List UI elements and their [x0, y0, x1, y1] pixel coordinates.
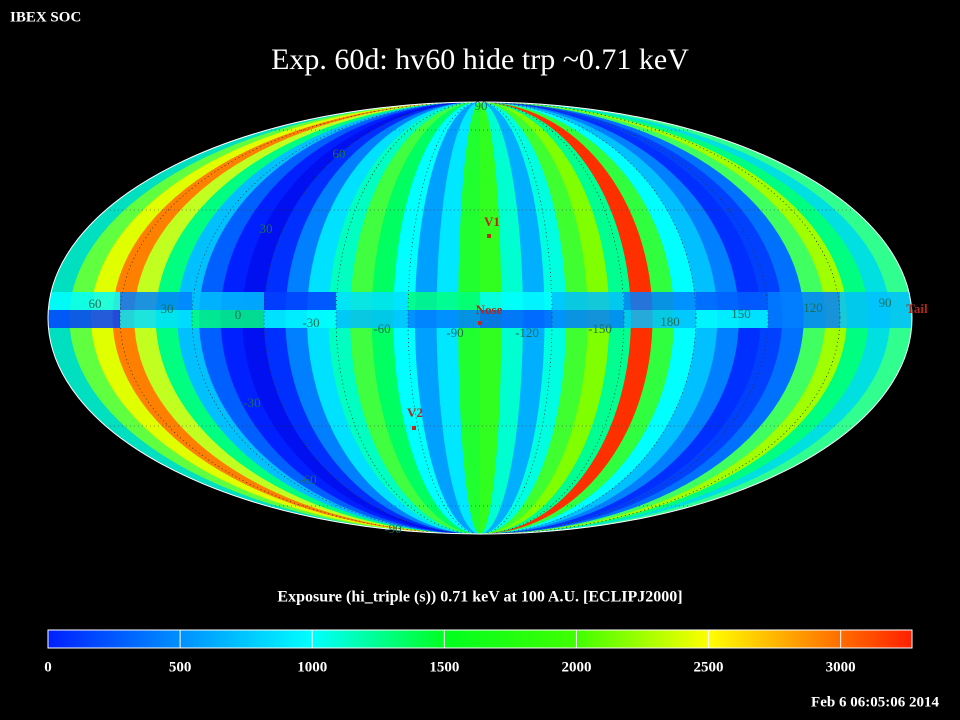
marker-point	[478, 321, 482, 325]
equator-cell	[696, 292, 768, 310]
colorbar	[47, 629, 913, 649]
equator-cell	[552, 292, 624, 310]
longitude-label: -150	[588, 321, 612, 336]
equator-cell	[48, 310, 120, 328]
equator-cell	[480, 292, 552, 310]
equator-cell	[840, 310, 912, 328]
marker-label: Tail	[906, 301, 928, 316]
marker-label: V1	[484, 214, 500, 229]
map-outline	[47, 101, 913, 535]
latitude-label: 30	[260, 221, 273, 236]
colorbar-ticks: 0 500 1000 1500 2000 2500 3000	[44, 630, 856, 675]
colorbar-tick-label: 0	[44, 659, 52, 675]
equator-cell	[624, 292, 696, 310]
latitude-label: 60	[333, 146, 346, 161]
longitude-label: -120	[515, 325, 539, 340]
marker-label: V2	[407, 405, 423, 420]
longitude-label: 0	[235, 307, 242, 322]
latitude-label: -90	[384, 521, 401, 536]
latitude-label: -30	[243, 395, 260, 410]
longitude-label: -30	[302, 315, 319, 330]
source: IBEX SOC	[10, 9, 81, 25]
colorbar-tick-label: 500	[169, 659, 192, 675]
equator-cell	[264, 310, 336, 328]
longitude-label: -60	[373, 321, 390, 336]
meridian-line	[263, 101, 697, 535]
marker-point	[412, 426, 416, 430]
colorbar-label: Exposure (hi_triple (s)) 0.71 keV at 100…	[277, 589, 682, 606]
equator-cell	[768, 292, 840, 310]
equator-cell	[48, 292, 120, 310]
title: Exp. 60d: hv60 hide trp ~0.71 keV	[271, 43, 689, 76]
timestamp: Feb 6 06:05:06 2014	[811, 694, 939, 710]
meridian-line	[191, 101, 769, 535]
longitude-label: -90	[446, 325, 463, 340]
equator-cell	[120, 292, 192, 310]
marker-point	[487, 234, 491, 238]
map-grid: 60 30 0 -30 -60 -90 -120 -150 180 150 120 90 90 60 30 -…	[47, 98, 928, 536]
longitude-label: 180	[660, 314, 680, 329]
equator-cell	[840, 292, 912, 310]
equator-cell	[768, 310, 840, 328]
longitude-label: 60	[89, 296, 102, 311]
latitude-label: -60	[299, 472, 316, 487]
colorbar-tick-label: 2000	[561, 659, 591, 675]
equator-cell	[480, 310, 552, 328]
longitude-label: 90	[879, 295, 892, 310]
equator-cell	[408, 292, 480, 310]
marker-label: Nose	[476, 302, 503, 317]
equator-cell	[192, 310, 264, 328]
equator-cell	[408, 310, 480, 328]
equator-cell	[192, 292, 264, 310]
equator-cell	[264, 292, 336, 310]
longitude-label: 150	[731, 306, 751, 321]
latitude-label: 90	[475, 98, 488, 113]
colorbar-tick-label: 1500	[429, 659, 459, 675]
colorbar-tick-label: 3000	[826, 659, 856, 675]
longitude-label: 30	[161, 301, 174, 316]
equator-cell	[624, 310, 696, 328]
longitude-label: 120	[803, 300, 823, 315]
colorbar-tick-label: 2500	[694, 659, 724, 675]
equator-cell	[336, 292, 408, 310]
equator-cell	[696, 310, 768, 328]
equator-cell	[120, 310, 192, 328]
meridian-line	[119, 101, 841, 535]
equator-cell	[336, 310, 408, 328]
equator-cell	[552, 310, 624, 328]
sky-map	[48, 102, 912, 534]
colorbar-tick-label: 1000	[297, 659, 327, 675]
